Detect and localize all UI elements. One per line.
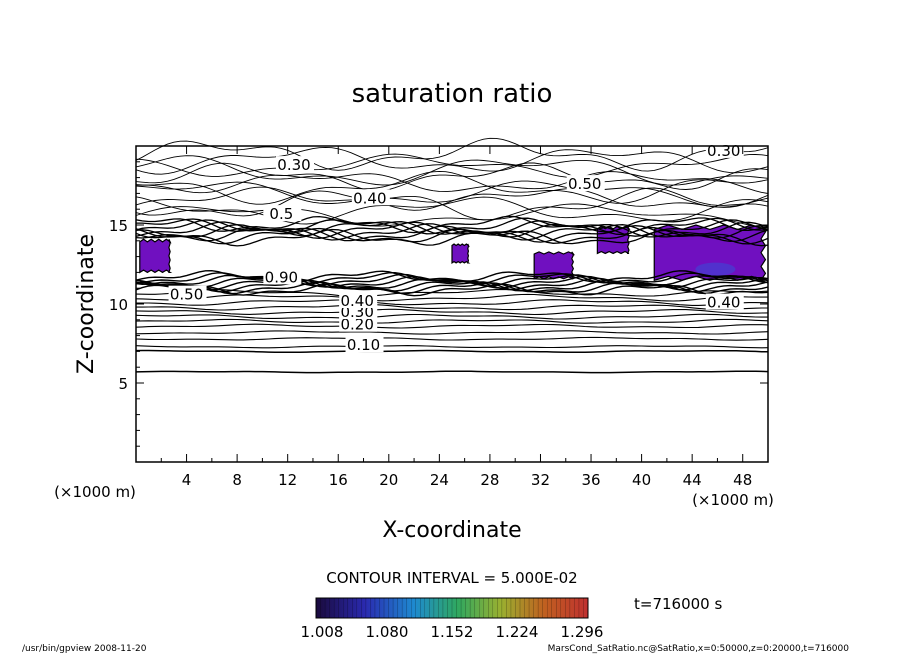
contour-line [135, 349, 769, 354]
contour-line [135, 171, 769, 194]
contour-line [135, 299, 769, 306]
contour-line [135, 170, 769, 205]
contour-label-bg [276, 156, 314, 173]
contour-line [135, 219, 769, 237]
contour-line [135, 196, 769, 225]
shaded-region [139, 238, 173, 274]
x-tick-label: 16 [329, 471, 348, 489]
y-axis-ticks: 5 10 15 [109, 161, 768, 447]
colorbar-tick-label: 1.296 [561, 623, 604, 641]
contour-line [135, 323, 769, 329]
contour-label: 0.40 [707, 294, 740, 312]
x-tick-label: 44 [683, 471, 702, 489]
x-tick-label: 40 [632, 471, 651, 489]
y-tick-label: 15 [109, 217, 128, 235]
contour-line [135, 336, 769, 341]
contour-line [135, 223, 769, 241]
contour-line [135, 288, 769, 298]
x-tick-label: 12 [278, 471, 297, 489]
contour-line [135, 146, 769, 175]
time-label: t=716000 s [634, 595, 722, 613]
x-unit-label: (×1000 m) [692, 491, 774, 509]
footer-left: /usr/bin/gpview 2008-11-20 [22, 644, 147, 654]
contour-label-bg [339, 315, 378, 332]
contour-label-bg [351, 189, 390, 206]
z-unit-label: (×1000 m) [54, 483, 136, 501]
contour-label-bg [263, 268, 302, 285]
contour-line [135, 203, 769, 228]
contour-line [135, 137, 769, 172]
contour-label: 0.40 [353, 189, 386, 207]
contour-line [135, 162, 769, 192]
contour-line [135, 153, 769, 178]
contour-line [135, 269, 769, 284]
contour-line [135, 186, 769, 211]
y-axis-label: Z-coordinate [74, 234, 99, 374]
contour-label: 0.30 [707, 142, 740, 160]
x-axis-label: X-coordinate [382, 518, 521, 543]
contour-label: 0.30 [277, 156, 310, 174]
contour-line [135, 370, 769, 374]
x-tick-label: 4 [182, 471, 192, 489]
x-tick-label: 8 [232, 471, 242, 489]
colorbar-tick-label: 1.008 [301, 623, 344, 641]
chart-title: saturation ratio [352, 79, 553, 109]
x-tick-label: 24 [430, 471, 449, 489]
contour-labels: 0.100.200.300.400.500.900.400.300.400.50… [168, 141, 744, 354]
contour-line [135, 228, 769, 247]
contour-line [136, 217, 769, 236]
contour-line [135, 313, 768, 320]
contour-line [135, 330, 769, 335]
shaded-region-core [695, 262, 736, 276]
contour-line [135, 308, 769, 316]
x-tick-label: 48 [733, 471, 752, 489]
contour-label: 0.90 [265, 268, 298, 286]
contour-label-bg [705, 293, 744, 310]
colorbar-tick-label: 1.080 [366, 623, 409, 641]
x-tick-label: 20 [379, 471, 398, 489]
contour-label-bg [263, 205, 302, 222]
x-tick-label: 28 [480, 471, 499, 489]
footer-right: MarsCond_SatRatio.nc@SatRatio,x=0:50000,… [548, 644, 850, 654]
contour-label: 0.5 [269, 205, 293, 223]
contour-lines [135, 137, 769, 374]
colorbar-ticks: 1.008 1.080 1.152 1.224 1.296 [301, 598, 604, 641]
contour-label: 0.50 [170, 286, 203, 304]
contour-line [135, 180, 769, 208]
contour-line [135, 345, 769, 349]
contour-line [135, 318, 769, 324]
contour-label: 0.50 [568, 175, 601, 193]
contour-interval-label: CONTOUR INTERVAL = 5.000E-02 [326, 569, 577, 587]
y-tick-label: 10 [109, 296, 128, 314]
contour-label: 0.10 [347, 336, 380, 354]
contour-label: 0.20 [340, 316, 373, 334]
y-tick-label: 5 [118, 375, 128, 393]
contour-label-bg [339, 292, 378, 308]
colorbar-tick-label: 1.224 [496, 623, 539, 641]
x-tick-label: 32 [531, 471, 550, 489]
x-axis-ticks: 4 8 12 16 20 24 28 32 36 40 44 48 [160, 146, 752, 489]
contour-line [135, 275, 769, 289]
contour-line [136, 303, 768, 311]
shaded-region [451, 243, 471, 265]
x-tick-label: 36 [581, 471, 600, 489]
contour-label-bg [345, 336, 384, 353]
contour-label: 0.40 [340, 292, 373, 310]
contour-line [135, 293, 768, 302]
contour-line [135, 155, 769, 186]
colorbar-tick-label: 1.152 [431, 623, 474, 641]
contour-label-bg [168, 285, 207, 302]
contour-line [135, 187, 769, 221]
contour-label-bg [566, 175, 605, 192]
